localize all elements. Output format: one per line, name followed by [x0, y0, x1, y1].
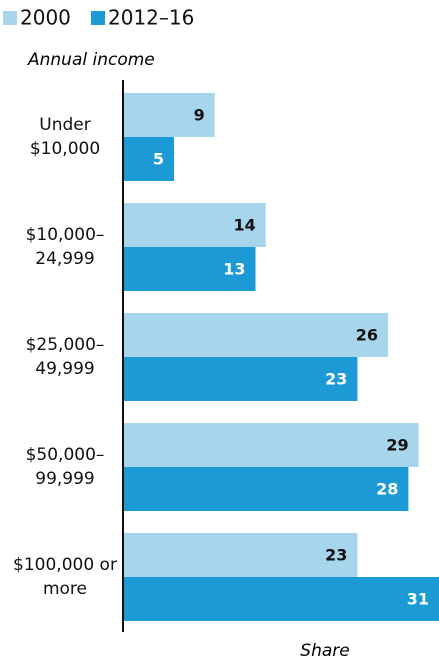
- y-axis-label: Annual income: [27, 50, 155, 70]
- bar: [123, 577, 439, 621]
- bar: [123, 313, 389, 357]
- value-label: 13: [223, 260, 245, 279]
- value-label: 23: [325, 370, 347, 389]
- category-label: $10,000–24,999: [25, 225, 105, 269]
- bar: [123, 93, 215, 137]
- legend-label: 2000: [20, 6, 71, 30]
- value-label: 26: [356, 326, 378, 345]
- value-label: 23: [325, 546, 347, 565]
- value-label: 29: [386, 436, 408, 455]
- bar: [123, 137, 174, 181]
- bar: [123, 423, 419, 467]
- value-label: 28: [376, 480, 398, 499]
- legend-swatch: [3, 11, 17, 25]
- value-label: 5: [153, 150, 164, 169]
- category-label: $100,000 or more: [13, 555, 117, 599]
- bar: [123, 203, 266, 247]
- category-label: $50,000–99,999: [25, 445, 105, 489]
- bar: [123, 247, 256, 291]
- value-label: 14: [233, 216, 255, 235]
- value-label: 31: [407, 590, 429, 609]
- legend-label: 2012–16: [108, 6, 194, 30]
- bar: [123, 533, 358, 577]
- category-label: Under $10,000: [29, 115, 101, 159]
- bar: [123, 357, 358, 401]
- category-label: $25,000–49,999: [25, 335, 105, 379]
- bar: [123, 467, 409, 511]
- x-axis-label: Share: [300, 641, 349, 661]
- legend-swatch: [91, 11, 105, 25]
- value-label: 9: [194, 106, 205, 125]
